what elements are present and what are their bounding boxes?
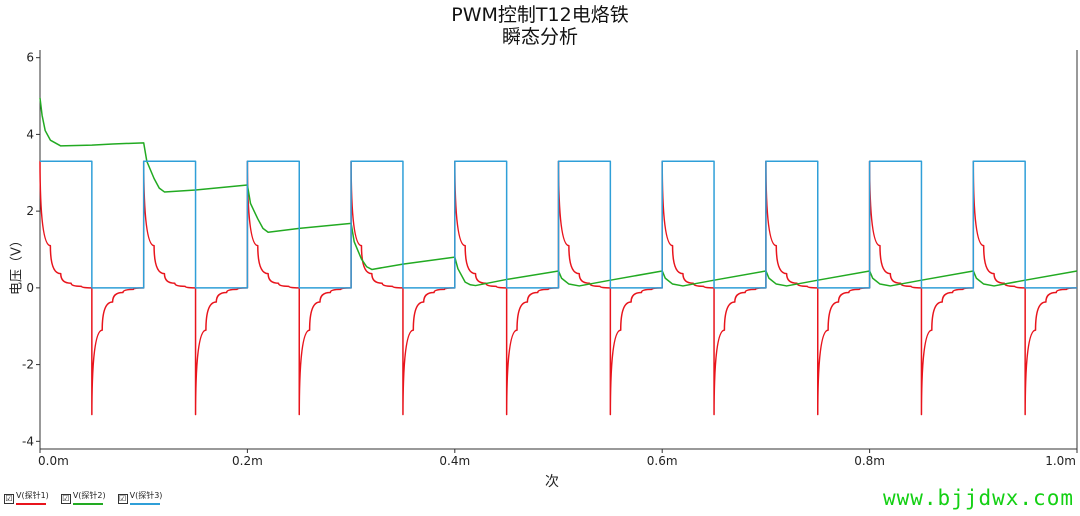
legend-label: V(探针3) [129,491,163,500]
chart-title-line1: PWM控制T12电烙铁 [451,4,629,26]
x-axis-label: 次 [545,474,559,490]
legend-label: V(探针1) [16,491,49,500]
y-tick-label: 2 [26,204,34,218]
chart-title-line2: 瞬态分析 [501,26,578,48]
series-line-3 [40,160,1077,289]
legend-swatch [129,503,160,505]
x-tick-label: 0.0m [38,454,69,468]
y-tick-label: 4 [26,127,34,141]
x-tick-label: 0.4m [439,454,470,468]
watermark: www.bjjdwx.com [882,486,1074,510]
x-tick-label: 0.8m [854,454,885,468]
legend-checkbox[interactable]: ☑ [60,494,71,504]
y-axis-label: 电压（V） [9,234,25,295]
legend-swatch [72,503,103,505]
y-tick-label: -2 [22,358,34,372]
legend: ☑ V(探针1) ☑ V(探针2) ☑ V(探针3) [4,490,162,505]
legend-item-probe3[interactable]: ☑ V(探针3) [117,490,163,505]
legend-checkbox[interactable]: ☑ [117,494,128,504]
series-line-2 [39,97,1078,287]
legend-label: V(探针2) [72,491,106,500]
legend-item-probe1[interactable]: ☑ V(探针1) [4,490,49,505]
x-tick-label: 0.2m [232,454,263,468]
legend-swatch [16,503,46,505]
chart-plot: -4 -2 0 2 4 6 0.0m 0.2m 0.4m 0.6m 0.8m 1.0m [22,50,1078,468]
y-tick-label: 6 [26,51,34,65]
x-tick-label: 0.6m [647,454,678,468]
legend-checkbox[interactable]: ☑ [4,494,14,504]
y-tick-label: -4 [22,434,34,448]
y-tick-label: 0 [26,281,34,295]
x-tick-label: 1.0m [1045,454,1076,468]
legend-item-probe2[interactable]: ☑ V(探针2) [60,490,106,505]
